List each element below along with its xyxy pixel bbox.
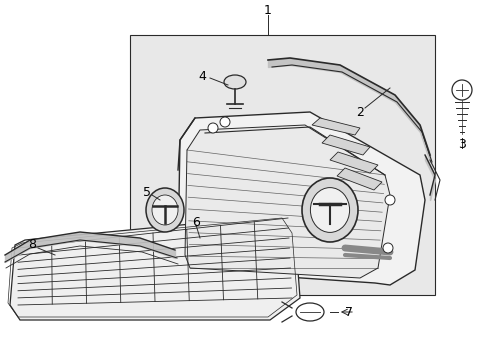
Circle shape (220, 117, 229, 127)
Polygon shape (184, 125, 389, 278)
Polygon shape (10, 215, 299, 320)
Text: 1: 1 (264, 4, 271, 17)
Polygon shape (178, 112, 424, 285)
Text: 4: 4 (198, 69, 205, 82)
Ellipse shape (146, 188, 183, 232)
Text: 6: 6 (192, 216, 200, 229)
Ellipse shape (310, 188, 349, 233)
Circle shape (384, 195, 394, 205)
Polygon shape (321, 135, 369, 155)
Circle shape (382, 243, 392, 253)
Text: 3: 3 (457, 139, 465, 152)
Bar (130, 35, 434, 295)
Polygon shape (336, 168, 381, 190)
Circle shape (207, 123, 218, 133)
Text: 7: 7 (345, 306, 352, 319)
Polygon shape (311, 118, 359, 135)
Ellipse shape (295, 303, 324, 321)
Circle shape (451, 80, 471, 100)
Polygon shape (329, 152, 377, 173)
Ellipse shape (224, 75, 245, 89)
Text: 5: 5 (142, 186, 151, 199)
Text: 8: 8 (28, 238, 36, 252)
Ellipse shape (302, 178, 357, 242)
Text: 2: 2 (355, 105, 363, 118)
Ellipse shape (152, 195, 178, 225)
